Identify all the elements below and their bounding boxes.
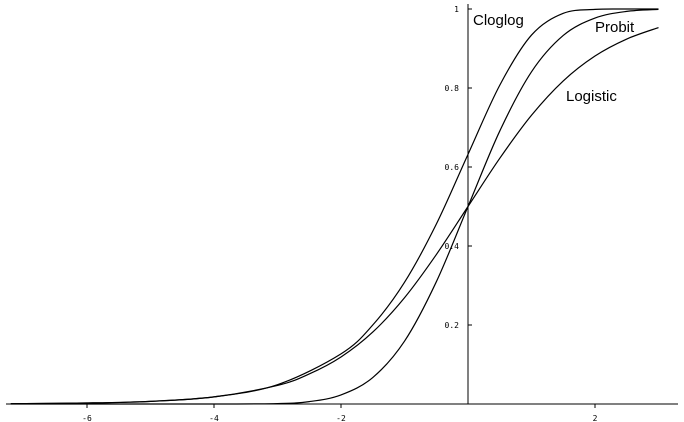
y-tick-label: 0.6 [445, 163, 460, 172]
cloglog-label: Cloglog [473, 12, 524, 29]
x-tick-label: -6 [82, 414, 92, 422]
x-tick-label: 2 [593, 414, 598, 422]
y-tick-label: 0.8 [445, 84, 460, 93]
y-tick-label: 1 [454, 5, 459, 14]
x-tick-label: -2 [336, 414, 346, 422]
logistic-label: Logistic [566, 88, 617, 105]
x-axis-ticks: -6 -4 -2 2 [82, 404, 598, 422]
cloglog-curve [10, 8, 659, 405]
series-labels: Cloglog Probit Logistic [473, 12, 635, 105]
probit-label: Probit [595, 19, 635, 36]
y-tick-label: 0.2 [445, 321, 460, 330]
logistic-curve [10, 26, 659, 405]
x-tick-label: -4 [209, 414, 219, 422]
probit-curve [10, 8, 659, 405]
series-curves [10, 8, 659, 405]
